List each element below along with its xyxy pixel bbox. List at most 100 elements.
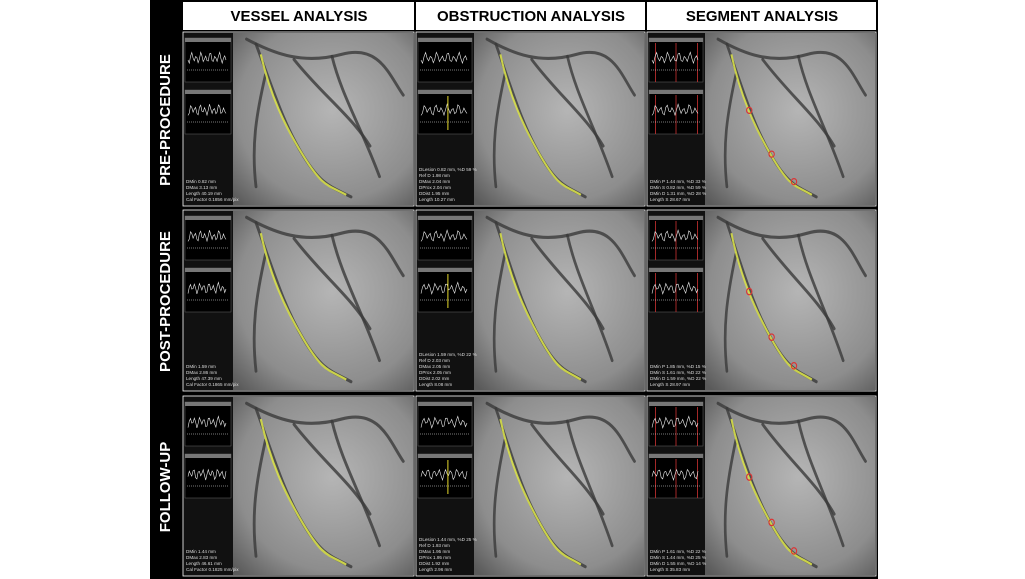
graph-titlebar bbox=[418, 268, 472, 272]
vessel bbox=[716, 215, 867, 278]
measurement: DMin S 0.82 mm, %D 59 % bbox=[650, 185, 706, 190]
segment-marker bbox=[746, 473, 753, 481]
diameter-curve bbox=[651, 103, 699, 117]
measurement: Cal Factor 0.1825 mm/pix bbox=[186, 567, 239, 572]
vessel bbox=[566, 54, 614, 179]
vessel bbox=[485, 215, 636, 278]
graph-titlebar bbox=[649, 90, 703, 94]
vessel bbox=[252, 252, 267, 373]
graph-titlebar bbox=[418, 38, 472, 42]
measurement: DMin 1.59 mm bbox=[186, 364, 216, 369]
segment-marker bbox=[768, 518, 775, 527]
segment-marker bbox=[790, 177, 798, 186]
graph-titlebar bbox=[185, 90, 231, 94]
vessel bbox=[492, 438, 507, 558]
measurement: DDist 1.92 mm bbox=[419, 561, 450, 566]
diameter-curve bbox=[187, 281, 227, 295]
graph-titlebar bbox=[185, 216, 231, 220]
graph-titlebar bbox=[418, 216, 472, 220]
diameter-curve bbox=[420, 51, 468, 65]
diameter-curve bbox=[420, 281, 468, 295]
diameter-graph bbox=[417, 37, 473, 83]
measurement: Length 2.96 mm bbox=[419, 567, 452, 572]
graph-titlebar bbox=[649, 454, 703, 458]
measurement: DProx 2.05 mm bbox=[419, 370, 451, 375]
measurement: Cal Factor 0.1856 mm/pix bbox=[186, 197, 239, 202]
vessel-tree bbox=[716, 401, 867, 569]
measurement: Length S 28.97 mm bbox=[650, 382, 690, 387]
measurement: DProx 2.04 mm bbox=[419, 185, 451, 190]
graph-titlebar bbox=[185, 38, 231, 42]
diameter-curve bbox=[420, 468, 468, 482]
analysed-segment bbox=[499, 418, 582, 566]
analysed-segment bbox=[259, 54, 347, 196]
diameter-curve bbox=[420, 229, 468, 243]
measurement: Length 47.39 mm bbox=[186, 376, 222, 381]
diameter-curve bbox=[651, 281, 699, 295]
measurement: DMin 1.44 mm bbox=[186, 549, 216, 554]
vessel bbox=[492, 73, 507, 189]
graph-titlebar bbox=[185, 268, 231, 272]
vessel bbox=[797, 419, 845, 548]
segment-marker bbox=[768, 150, 775, 158]
measurement: DLesion 0.82 mm, %D 59 % bbox=[419, 167, 477, 172]
graph-titlebar bbox=[418, 402, 472, 406]
measurement: Length 10.27 mm bbox=[419, 197, 455, 202]
vessel-tree bbox=[716, 215, 867, 384]
vessel bbox=[330, 54, 381, 179]
analysed-segment bbox=[499, 232, 582, 381]
vessel bbox=[330, 419, 381, 548]
diameter-curve bbox=[651, 51, 699, 65]
measurement: DMax 2.83 mm bbox=[186, 555, 217, 560]
graph-titlebar bbox=[649, 38, 703, 42]
measurement: Ref D 2.03 mm bbox=[419, 358, 450, 363]
diameter-curve bbox=[187, 415, 227, 429]
row-label: FOLLOW-UP bbox=[157, 442, 174, 533]
segment-marker bbox=[746, 106, 753, 115]
vessel bbox=[245, 401, 405, 463]
diameter-curve bbox=[651, 415, 699, 429]
row-label: PRE-PROCEDURE bbox=[157, 54, 174, 186]
measurement: DMax 1.95 mm bbox=[419, 549, 450, 554]
segment-marker bbox=[790, 361, 798, 370]
vessel bbox=[566, 233, 614, 363]
analysed-segment bbox=[259, 232, 347, 381]
measurement: Length 40.19 mm bbox=[186, 191, 222, 196]
vessel-tree bbox=[245, 215, 405, 384]
column-header: SEGMENT ANALYSIS bbox=[686, 8, 838, 25]
measurement: DMin D 1.31 mm, %D 28 % bbox=[650, 191, 706, 196]
measurement: Length S 28.67 mm bbox=[650, 197, 690, 202]
measurement: Length S 35.83 mm bbox=[650, 567, 690, 572]
diameter-graph bbox=[417, 453, 473, 499]
diameter-curve bbox=[420, 415, 468, 429]
measurement: DDist 1.95 mm bbox=[419, 191, 450, 196]
measurement: DMax 2.04 mm bbox=[419, 179, 450, 184]
segment-marker bbox=[768, 333, 775, 341]
vessel bbox=[723, 73, 738, 189]
vessel-tree bbox=[245, 37, 405, 199]
vessel bbox=[797, 54, 845, 179]
vessel bbox=[252, 438, 267, 558]
measurement: DMin P 1.44 mm, %D 33 % bbox=[650, 179, 706, 184]
measurement: DMin D 1.55 mm, %D 14 % bbox=[650, 561, 706, 566]
diameter-graph bbox=[417, 267, 473, 313]
column-header-box bbox=[416, 2, 645, 30]
graph-titlebar bbox=[185, 402, 231, 406]
vessel bbox=[797, 233, 845, 363]
vessel-tree bbox=[245, 401, 405, 569]
analysed-segment bbox=[259, 418, 347, 566]
vessel bbox=[245, 215, 405, 278]
vessel-tree bbox=[485, 401, 636, 569]
graph-titlebar bbox=[418, 90, 472, 94]
measurement: DProx 1.95 mm bbox=[419, 555, 451, 560]
vessel bbox=[723, 438, 738, 558]
vessel bbox=[716, 37, 867, 97]
measurement: Length 8.08 mm bbox=[419, 382, 452, 387]
vessel bbox=[245, 37, 405, 97]
vessel bbox=[492, 252, 507, 373]
column-header-box bbox=[647, 2, 876, 30]
measurement: DMin P 1.61 mm, %D 22 % bbox=[650, 549, 706, 554]
measurement: DMin P 1.85 mm, %D 15 % bbox=[650, 364, 706, 369]
vessel-tree bbox=[716, 37, 867, 199]
